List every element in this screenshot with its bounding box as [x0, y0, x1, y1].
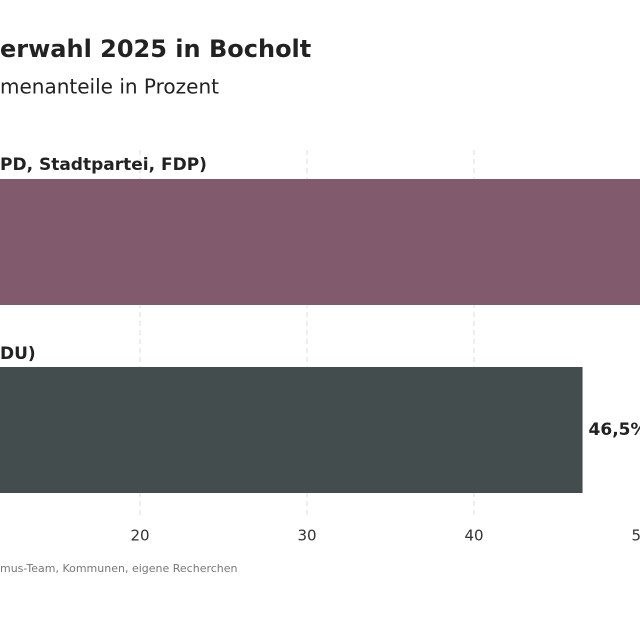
x-tick-label: 50: [631, 527, 640, 545]
bar: [0, 367, 583, 493]
x-tick-label: 30: [297, 527, 316, 545]
chart-title: erwahl 2025 in Bocholt: [0, 35, 311, 63]
source: mus-Team, Kommunen, eigene Recherchen: [0, 562, 238, 575]
x-tick-label: 40: [464, 527, 483, 545]
category-label: PD, Stadtpartei, FDP): [0, 155, 207, 175]
x-tick-label: 20: [130, 527, 149, 545]
chart-subtitle: menanteile in Prozent: [0, 75, 219, 99]
value-label: 46,5%: [589, 420, 640, 440]
category-label: DU): [0, 344, 36, 364]
bar: [0, 179, 640, 305]
